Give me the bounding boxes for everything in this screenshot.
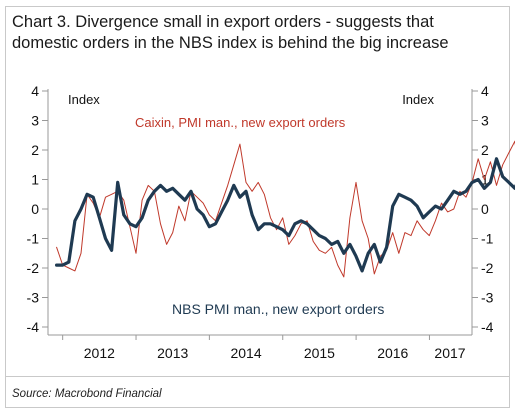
y-tick-label-left: 3	[31, 113, 39, 129]
y-tick-label-left: -4	[27, 319, 40, 335]
x-tick-label: 2016	[377, 345, 408, 361]
series-layer	[54, 140, 515, 278]
chart-title-line-2: domestic orders in the NBS index is behi…	[12, 34, 449, 52]
y-tick-label-right: 1	[481, 172, 489, 188]
y-tick-label-left: 1	[31, 172, 39, 188]
y-tick-label-left: 4	[31, 83, 39, 99]
y-tick-label-left: -2	[27, 260, 40, 276]
y-tick-label-left: -1	[27, 231, 40, 247]
y-tick-label-right: 4	[481, 83, 489, 99]
y-ticks-left: -4 -3 -2 -1 0 1 2 3 4	[27, 83, 48, 335]
y-tick-label-right: -2	[481, 260, 494, 276]
chart-title: Chart 3. Divergence small in export orde…	[12, 12, 507, 54]
y-tick-label-right: -4	[481, 319, 494, 335]
x-tick-label: 2012	[84, 345, 115, 361]
y-tick-label-right: -3	[481, 290, 494, 306]
x-tick-label: 2015	[304, 345, 335, 361]
y-axis-label-right: Index	[402, 92, 434, 107]
y-tick-label-left: 0	[31, 201, 39, 217]
x-tick-label: 2017	[434, 345, 465, 361]
source-divider	[5, 376, 510, 377]
series-label-nbs: NBS PMI man., new export orders	[172, 301, 384, 317]
y-tick-label-right: -1	[481, 231, 494, 247]
x-tick-label: 2013	[157, 345, 188, 361]
series-line-caixin	[56, 140, 515, 278]
y-tick-label-left: -3	[27, 290, 40, 306]
y-ticks-right: -4 -3 -2 -1 0 1 2 3 4	[472, 83, 494, 335]
x-ticks: 2012 2013 2014 2015 2016 2017	[62, 335, 466, 361]
source-note: Source: Macrobond Financial	[12, 388, 162, 400]
chart-frame	[5, 6, 510, 408]
y-tick-label-right: 0	[481, 201, 489, 217]
y-tick-label-right: 3	[481, 113, 489, 129]
series-label-caixin: Caixin, PMI man., new export orders	[135, 115, 346, 130]
chart-title-line-1: Chart 3. Divergence small in export orde…	[12, 13, 434, 31]
series-line-nbs	[54, 157, 515, 273]
y-tick-label-right: 2	[481, 142, 489, 158]
x-tick-label: 2014	[230, 345, 261, 361]
y-axis-label-left: Index	[68, 92, 100, 107]
y-tick-label-left: 2	[31, 142, 39, 158]
